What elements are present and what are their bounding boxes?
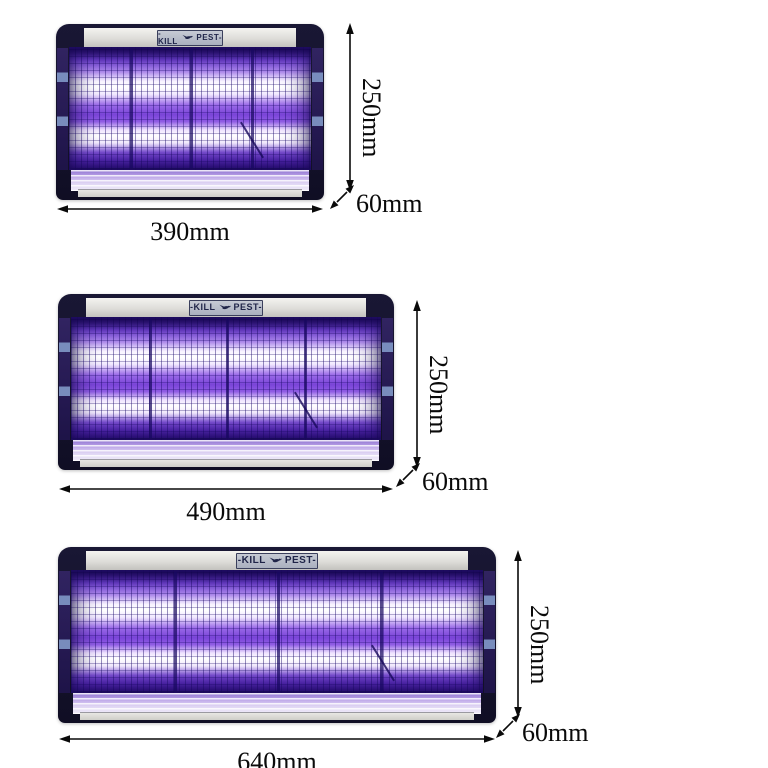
- grid-divider: [250, 49, 254, 168]
- lamp-side-frame: [484, 571, 495, 693]
- grid-divider: [129, 49, 133, 168]
- lamp-top-cap: -KILL PEST-: [86, 551, 468, 571]
- label-text-right: PEST-: [196, 32, 222, 42]
- hanging-wire: [371, 644, 396, 682]
- lamp-base: [80, 459, 372, 467]
- width-dimension-label: 490mm: [186, 497, 266, 526]
- uv-grid: [71, 570, 483, 693]
- grid-divider: [380, 572, 383, 691]
- kill-pest-label: -KILL PEST-: [236, 552, 318, 569]
- depth-dimension-label: 60mm: [422, 467, 489, 496]
- kill-pest-label: -KILL PEST-: [157, 28, 223, 46]
- insect-killer-lamp: -KILL PEST-: [58, 547, 496, 723]
- grid-divider: [148, 319, 152, 438]
- lamp-slats: [73, 440, 379, 461]
- grid-divider: [277, 572, 280, 691]
- width-arrow: [57, 205, 323, 213]
- width-dimension: 640mm: [58, 733, 496, 768]
- label-text-right: PEST-: [284, 554, 317, 566]
- lamp-side-frame: [59, 318, 70, 440]
- height-dimension-label: 250mm: [357, 78, 386, 158]
- depth-dimension-label: 60mm: [356, 189, 423, 218]
- width-dimension: 490mm: [58, 483, 394, 525]
- height-arrow: [514, 550, 522, 718]
- depth-dimension: 60mm: [329, 184, 422, 217]
- grid-divider: [190, 49, 193, 168]
- width-dimension-label: 640mm: [237, 747, 317, 768]
- lamp-slats: [71, 170, 309, 191]
- height-dimension-label: 250mm: [525, 605, 554, 685]
- height-dimension-label: 250mm: [424, 355, 453, 435]
- lamp-side-frame: [312, 48, 323, 170]
- width-dimension-label: 390mm: [150, 217, 230, 246]
- lamp-side-frame: [382, 318, 393, 440]
- width-arrow: [59, 735, 495, 743]
- uv-grid: [71, 317, 381, 440]
- depth-arrow: [396, 463, 420, 487]
- grid-divider: [303, 319, 307, 438]
- lamp-base: [78, 189, 302, 197]
- lamp-slats: [73, 693, 481, 714]
- height-arrow: [346, 23, 354, 191]
- lamp-side-frame: [59, 571, 70, 693]
- label-text-right: PEST-: [233, 302, 263, 312]
- lamp-top-cap: -KILL PEST-: [84, 28, 296, 48]
- mosquito-icon: [218, 304, 231, 310]
- height-dimension: 250mm: [512, 549, 554, 719]
- grid-divider: [174, 572, 177, 691]
- label-text-left: -KILL: [237, 554, 266, 566]
- grid-divider: [226, 319, 229, 438]
- depth-dimension: 60mm: [495, 713, 588, 746]
- height-arrow: [413, 300, 421, 468]
- height-dimension: 250mm: [411, 299, 453, 469]
- lamp-top-cap: -KILL PEST-: [86, 298, 366, 318]
- insect-killer-lamp: -KILL PEST-: [56, 24, 324, 200]
- label-text-left: -KILL: [158, 28, 178, 46]
- mosquito-icon: [182, 34, 194, 39]
- mosquito-icon: [269, 557, 282, 563]
- label-text-left: -KILL: [190, 302, 216, 312]
- lamp-side-frame: [57, 48, 68, 170]
- height-dimension: 250mm: [344, 22, 386, 192]
- width-dimension: 390mm: [56, 203, 324, 245]
- lamp-base: [80, 712, 474, 720]
- depth-dimension-label: 60mm: [522, 718, 589, 747]
- depth-dimension: 60mm: [395, 462, 488, 495]
- depth-arrow: [330, 185, 354, 209]
- depth-arrow: [496, 714, 520, 738]
- insect-killer-lamp: -KILL PEST-: [58, 294, 394, 470]
- uv-grid: [69, 47, 311, 170]
- width-arrow: [59, 485, 393, 493]
- kill-pest-label: -KILL PEST-: [189, 299, 263, 316]
